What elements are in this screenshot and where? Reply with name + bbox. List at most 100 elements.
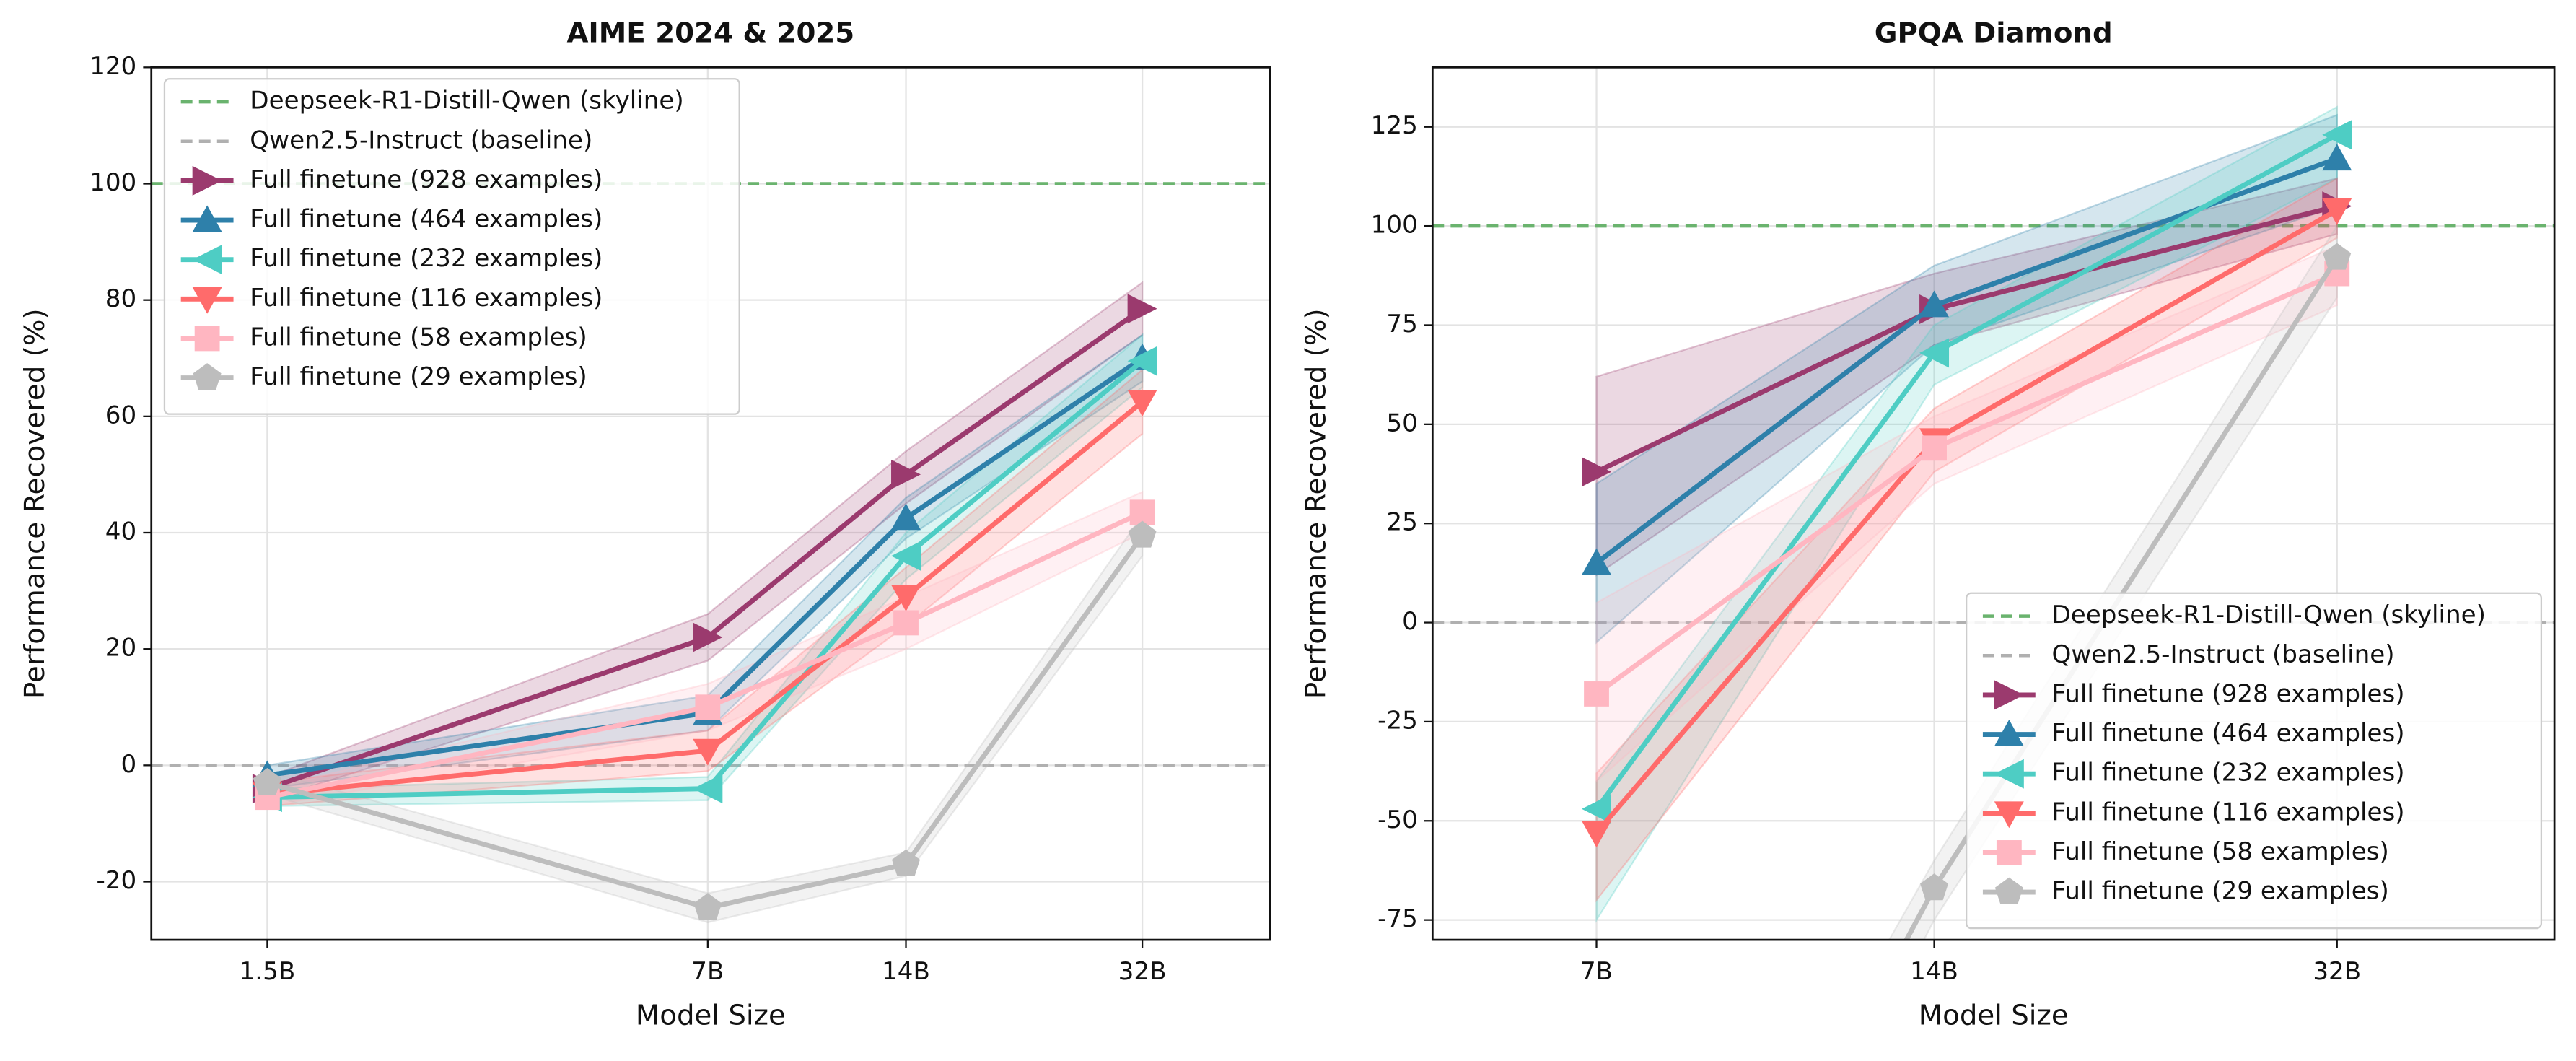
y-tick-label: 75 (1386, 310, 1417, 339)
marker (192, 287, 222, 314)
series-line (266, 306, 1144, 791)
y-tick-label: -25 (1377, 706, 1418, 735)
y-tick-label: -75 (1377, 904, 1418, 933)
x-tick-label: 7B (1580, 957, 1613, 986)
marker (1922, 435, 1947, 461)
legend-label: Full finetune (928 examples) (2052, 679, 2405, 708)
marker (693, 893, 722, 920)
legend-label: Qwen2.5-Instruct (baseline) (250, 126, 592, 154)
marker (891, 585, 921, 612)
legend-box (163, 78, 740, 415)
marker (193, 363, 222, 390)
marker (1582, 457, 1612, 487)
y-tick-label: 100 (89, 168, 136, 197)
marker (1994, 877, 2023, 904)
legend-label: Full finetune (29 examples) (250, 362, 587, 391)
chart-title: GPQA Diamond (1875, 17, 2113, 49)
marker (1582, 548, 1612, 575)
x-axis-label: Model Size (636, 1000, 786, 1032)
marker (1920, 873, 1949, 901)
legend-label: Full finetune (116 examples) (2052, 798, 2405, 826)
legend-label: Full finetune (232 examples) (250, 244, 603, 273)
series-line (266, 356, 1144, 778)
legend-label: Full finetune (464 examples) (2052, 719, 2405, 748)
marker (1919, 290, 1950, 318)
marker (2322, 144, 2352, 171)
legend-label: Full finetune (29 examples) (2052, 877, 2389, 906)
confidence-band (1595, 244, 2338, 783)
marker (192, 205, 222, 232)
y-axis-label: Performance Recovered (%) (1300, 308, 1332, 699)
marker (893, 610, 919, 636)
marker (2323, 243, 2352, 270)
subplot: AIME 2024 & 2025 Model Size Performance Re… (19, 17, 1271, 1032)
confidence-band (1595, 105, 2338, 923)
legend-label: Full finetune (58 examples) (250, 323, 587, 352)
y-tick-label: 80 (105, 284, 136, 313)
x-tick-label: 7B (691, 957, 724, 986)
marker (1994, 680, 2024, 710)
x-axis-label: Model Size (1919, 1000, 2069, 1032)
marker (891, 541, 921, 571)
confidence-band (1595, 177, 2338, 577)
series-line (266, 510, 1144, 800)
y-axis-label: Performance Recovered (%) (19, 308, 51, 699)
marker (1129, 499, 1155, 525)
marker (1128, 520, 1157, 548)
x-tick-label: 14B (1910, 957, 1958, 986)
marker (1996, 840, 2022, 865)
marker (192, 165, 222, 196)
y-tick-label: 50 (1386, 409, 1417, 437)
confidence-band (266, 333, 1144, 807)
legend-label: Full finetune (232 examples) (2052, 759, 2405, 787)
legend-label: Qwen2.5-Instruct (baseline) (2052, 640, 2395, 669)
y-tick-label: -20 (96, 866, 136, 895)
legend: Deepseek-R1-Distill-Qwen (skyline) Qwen2.… (163, 78, 740, 415)
marker (194, 326, 220, 352)
y-tick-label: 40 (105, 518, 136, 546)
y-tick-label: -50 (1377, 805, 1418, 834)
marker (1582, 821, 1612, 848)
legend: Deepseek-R1-Distill-Qwen (skyline) Qwen2.… (1966, 592, 2543, 930)
chart-title: AIME 2024 & 2025 (566, 17, 854, 49)
y-tick-label: 0 (1402, 607, 1418, 636)
plot-area (151, 182, 1270, 924)
marker (1127, 346, 1157, 376)
marker (1994, 801, 2024, 829)
y-tick-label: 20 (105, 634, 136, 663)
plot-frame (150, 66, 1271, 941)
subplot: GPQA Diamond Model Size Performance Recove… (1300, 17, 2556, 1032)
marker (1994, 720, 2024, 746)
marker (1919, 338, 1950, 368)
legend-label: Full finetune (928 examples) (250, 165, 603, 194)
marker (891, 459, 921, 489)
legend-label: Full finetune (58 examples) (2052, 837, 2389, 866)
y-tick-label: 25 (1386, 508, 1417, 537)
marker (1127, 390, 1157, 417)
legend-label: Full finetune (464 examples) (250, 205, 603, 234)
marker (1127, 294, 1157, 324)
y-tick-label: 100 (1371, 211, 1418, 240)
marker (2322, 120, 2352, 150)
confidence-band (266, 512, 1144, 924)
x-tick-label: 32B (1118, 957, 1167, 986)
y-tick-label: 125 (1371, 111, 1418, 140)
legend-box (1966, 592, 2543, 930)
series-line (267, 400, 1144, 798)
x-tick-label: 14B (882, 957, 930, 986)
marker (2322, 198, 2352, 225)
x-tick-label: 1.5B (240, 957, 296, 986)
x-tick-label: 32B (2313, 957, 2361, 986)
legend-label: Deepseek-R1-Distill-Qwen (skyline) (2052, 601, 2486, 629)
marker (891, 503, 921, 530)
legend-label: Full finetune (116 examples) (250, 284, 603, 313)
marker (192, 245, 222, 275)
marker (693, 622, 723, 652)
marker (892, 849, 921, 876)
plot-frame (1431, 66, 2556, 941)
y-tick-label: 120 (89, 52, 136, 81)
y-tick-label: 0 (121, 750, 137, 779)
marker (1584, 681, 1609, 707)
marker (253, 768, 281, 795)
